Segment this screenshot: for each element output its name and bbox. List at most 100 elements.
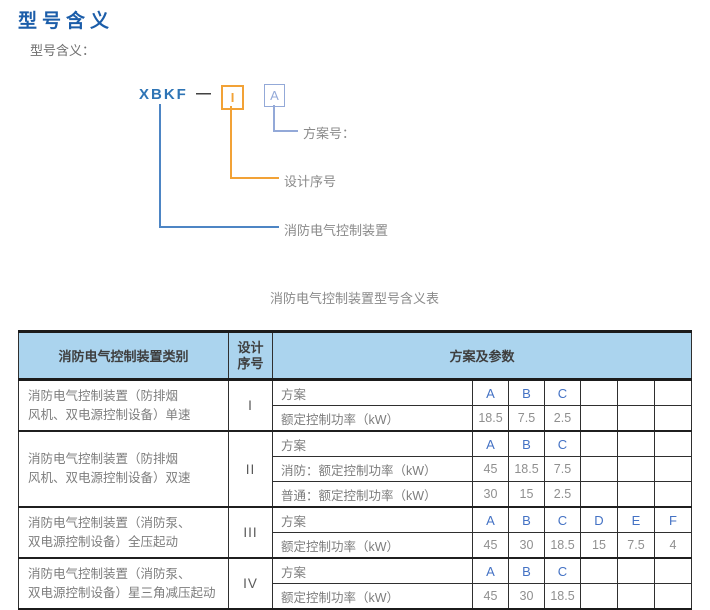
value-cell: 15 bbox=[580, 532, 618, 559]
row-label-cell: 方案 bbox=[272, 430, 473, 457]
value-cell bbox=[617, 557, 655, 584]
table-row: 消防电气控制装置（防排烟 风机、双电源控制设备）单速 I 方案 A B C bbox=[18, 378, 693, 432]
value-cell: A bbox=[472, 506, 509, 533]
value-cell: B bbox=[508, 378, 545, 406]
device-connector-hline bbox=[159, 226, 279, 228]
value-cell: C bbox=[544, 430, 581, 457]
value-cell: 18.5 bbox=[544, 532, 581, 559]
model-dash: — bbox=[196, 85, 211, 102]
category-line: 双电源控制设备）全压起动 bbox=[28, 534, 179, 549]
category-line: 消防电气控制装置（消防泵、 bbox=[28, 566, 191, 581]
table-title: 消防电气控制装置型号含义表 bbox=[269, 291, 439, 306]
value-cell bbox=[653, 481, 693, 508]
value-cell bbox=[580, 557, 618, 584]
value-cell bbox=[580, 430, 618, 457]
value-cell: E bbox=[617, 506, 655, 533]
row-label-cell: 额定控制功率（kW） bbox=[272, 583, 473, 610]
value-cell: 7.5 bbox=[544, 456, 581, 482]
row-label-cell: 额定控制功率（kW） bbox=[272, 532, 473, 559]
value-cell bbox=[580, 583, 618, 610]
table-row: 额定控制功率（kW） 45 30 18.5 bbox=[19, 583, 693, 610]
value-cell bbox=[617, 430, 655, 457]
serial-cell: III bbox=[228, 506, 273, 559]
value-cell: 7.5 bbox=[508, 405, 545, 432]
row-label-cell: 方案 bbox=[272, 557, 473, 584]
value-cell bbox=[617, 456, 655, 482]
value-cell bbox=[580, 456, 618, 482]
model-meaning-table: 消防电气控制装置类别 设计 序号 方案及参数 消防电气控制装置（防排烟 风机、双… bbox=[18, 330, 693, 610]
scheme-connector-vline bbox=[273, 105, 275, 132]
category-cell: 消防电气控制装置（防排烟 风机、双电源控制设备）单速 bbox=[18, 378, 229, 432]
value-cell bbox=[580, 405, 618, 432]
row-label-cell: 普通：额定控制功率（kW） bbox=[272, 481, 473, 508]
value-cell bbox=[580, 481, 618, 508]
diagram-label-design-serial: 设计序号 bbox=[284, 174, 337, 189]
table-row: 消防电气控制装置（防排烟 风机、双电源控制设备）双速 II 方案 A B C bbox=[18, 430, 693, 508]
header-category: 消防电气控制装置类别 bbox=[18, 331, 229, 381]
design-serial-box: I bbox=[221, 85, 244, 110]
scheme-connector-hline bbox=[273, 130, 298, 132]
header-params: 方案及参数 bbox=[271, 331, 693, 381]
header-serial-line2: 序号 bbox=[237, 355, 264, 371]
value-cell: 30 bbox=[508, 583, 545, 610]
serial-cell: I bbox=[228, 378, 273, 432]
value-cell bbox=[653, 405, 693, 432]
value-cell bbox=[617, 405, 655, 432]
value-cell bbox=[617, 378, 655, 406]
diagram-label-device: 消防电气控制装置 bbox=[284, 223, 389, 238]
category-cell: 消防电气控制装置（防排烟 风机、双电源控制设备）双速 bbox=[18, 430, 229, 508]
value-cell: 30 bbox=[472, 481, 509, 508]
value-cell bbox=[580, 378, 618, 406]
table-row: 额定控制功率（kW） 18.5 7.5 2.5 bbox=[19, 405, 693, 432]
value-cell: 15 bbox=[508, 481, 545, 508]
category-line: 风机、双电源控制设备）双速 bbox=[28, 471, 191, 485]
value-cell bbox=[653, 456, 693, 482]
value-cell: 2.5 bbox=[544, 405, 581, 432]
header-serial-line1: 设计 bbox=[237, 339, 264, 355]
page-title: 型号含义 bbox=[18, 11, 115, 32]
value-cell: 7.5 bbox=[617, 532, 655, 559]
value-cell: 45 bbox=[472, 456, 509, 482]
table-row: 额定控制功率（kW） 45 30 18.5 15 7.5 4 bbox=[19, 532, 693, 559]
value-cell: A bbox=[472, 557, 509, 584]
row-label-cell: 消防：额定控制功率（kW） bbox=[272, 456, 473, 482]
value-cell: 45 bbox=[472, 583, 509, 610]
value-cell: D bbox=[580, 506, 618, 533]
value-cell bbox=[653, 583, 693, 610]
value-cell: F bbox=[653, 506, 693, 533]
serial-cell: IV bbox=[228, 557, 273, 610]
value-cell: 18.5 bbox=[472, 405, 509, 432]
value-cell bbox=[653, 557, 693, 584]
category-cell: 消防电气控制装置（消防泵、 双电源控制设备）全压起动 bbox=[18, 506, 229, 559]
value-cell bbox=[653, 378, 693, 406]
value-cell: C bbox=[544, 378, 581, 406]
value-cell: 18.5 bbox=[544, 583, 581, 610]
table-row: 消防电气控制装置（消防泵、 双电源控制设备）全压起动 III 方案 A B C … bbox=[18, 506, 693, 559]
category-line: 消防电气控制装置（消防泵、 bbox=[28, 515, 191, 530]
value-cell: B bbox=[508, 430, 545, 457]
category-line: 风机、双电源控制设备）单速 bbox=[28, 407, 191, 422]
row-label-cell: 方案 bbox=[272, 506, 473, 533]
category-line: 消防电气控制装置（防排烟 bbox=[28, 388, 179, 403]
value-cell: 18.5 bbox=[508, 456, 545, 482]
value-cell bbox=[617, 481, 655, 508]
serial-connector-vline bbox=[230, 106, 232, 179]
row-label-cell: 方案 bbox=[272, 378, 473, 406]
category-line: 双电源控制设备）星三角减压起动 bbox=[28, 585, 216, 600]
device-connector-vline bbox=[159, 104, 161, 228]
category-cell: 消防电气控制装置（消防泵、 双电源控制设备）星三角减压起动 bbox=[18, 557, 229, 610]
serial-cell: II bbox=[228, 430, 273, 508]
value-cell bbox=[653, 430, 693, 457]
value-cell: A bbox=[472, 378, 509, 406]
scheme-letter-box: A bbox=[264, 84, 285, 107]
value-cell: A bbox=[472, 430, 509, 457]
value-cell: B bbox=[508, 506, 545, 533]
table-row: 消防：额定控制功率（kW） 45 18.5 7.5 bbox=[19, 456, 693, 482]
value-cell: 2.5 bbox=[544, 481, 581, 508]
value-cell bbox=[617, 583, 655, 610]
table-row: 消防电气控制装置（消防泵、 双电源控制设备）星三角减压起动 IV 方案 A B … bbox=[18, 557, 693, 610]
row-label-cell: 额定控制功率（kW） bbox=[272, 405, 473, 432]
header-design-serial: 设计 序号 bbox=[228, 331, 273, 381]
diagram-label-scheme-no: 方案号： bbox=[303, 126, 356, 141]
value-cell: C bbox=[544, 506, 581, 533]
